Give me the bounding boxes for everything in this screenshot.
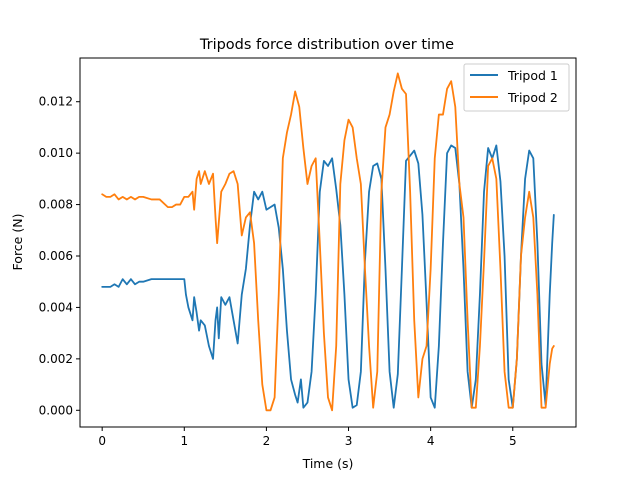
- x-tick-label: 2: [263, 434, 271, 448]
- series-line-tripod-2: [101, 72, 555, 412]
- y-tick-label: 0.006: [39, 249, 73, 263]
- x-tick-label: 4: [427, 434, 435, 448]
- x-tick-label: 0: [98, 434, 106, 448]
- y-tick-label: 0.000: [39, 403, 73, 417]
- y-tick-label: 0.012: [39, 95, 73, 109]
- x-tick-label: 3: [345, 434, 353, 448]
- chart-title: Tripods force distribution over time: [199, 37, 454, 53]
- legend-label-tripod-2: Tripod 2: [507, 90, 558, 105]
- plot-area: [101, 72, 555, 412]
- x-axis-label: Time (s): [302, 456, 354, 471]
- x-tick-label: 5: [509, 434, 517, 448]
- series-line-tripod-1: [101, 144, 555, 409]
- axes-frame: [79, 57, 577, 428]
- y-tick-label: 0.010: [39, 146, 73, 160]
- legend-label-tripod-1: Tripod 1: [507, 68, 558, 83]
- legend: Tripod 1 Tripod 2: [463, 63, 570, 112]
- y-axis: 0.000 0.002 0.004 0.006 0.008 0.010 0.012: [39, 95, 80, 417]
- y-tick-label: 0.004: [39, 300, 73, 314]
- y-axis-label: Force (N): [10, 214, 25, 271]
- y-tick-label: 0.008: [39, 198, 73, 212]
- x-axis: 0 1 2 3 4 5: [98, 427, 517, 448]
- y-tick-label: 0.002: [39, 352, 73, 366]
- x-tick-label: 1: [180, 434, 188, 448]
